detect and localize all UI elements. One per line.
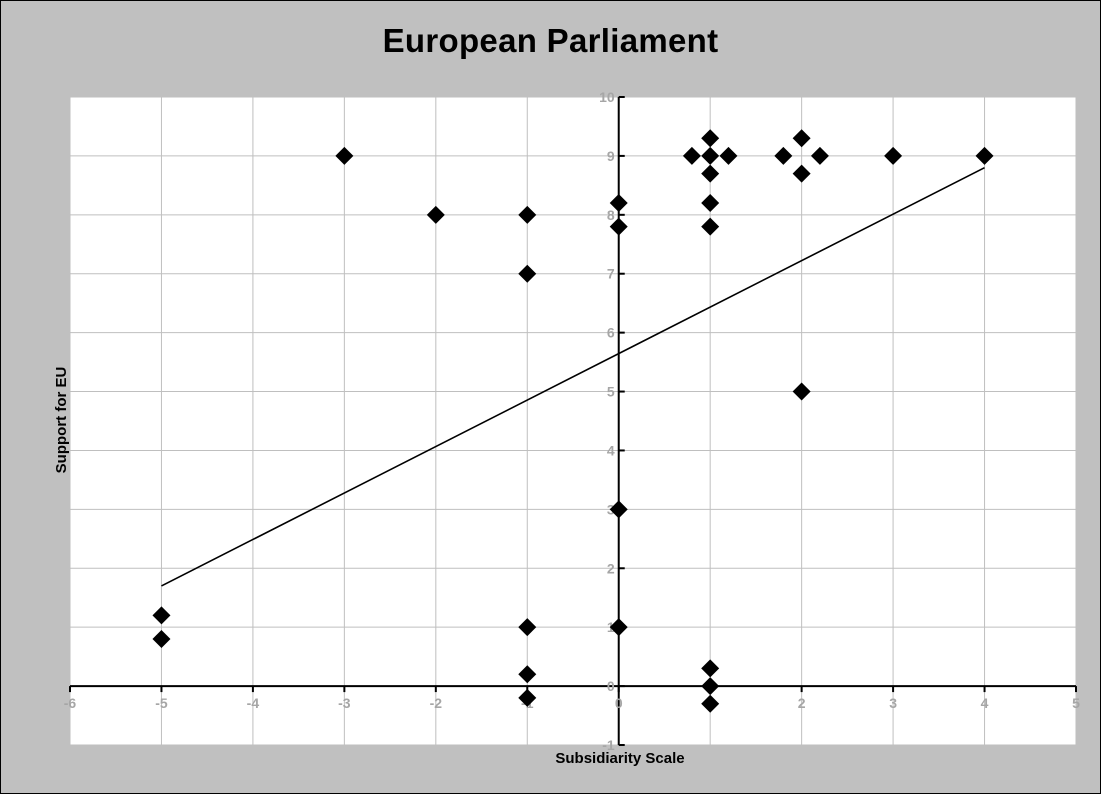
x-tick-label: -6: [64, 695, 77, 711]
x-tick-label: -5: [155, 695, 168, 711]
plot-area: [70, 97, 1076, 745]
y-axis-title: Support for EU: [53, 295, 70, 545]
y-tick-label: 7: [607, 266, 615, 282]
y-tick-label: 2: [607, 560, 615, 576]
x-axis-title: Subsidiarity Scale: [420, 750, 820, 767]
y-tick-label: 5: [607, 384, 615, 400]
x-tick-label: 2: [798, 695, 806, 711]
y-tick-label: 0: [607, 678, 615, 694]
x-tick-label: 3: [889, 695, 897, 711]
x-tick-label: -3: [338, 695, 351, 711]
x-tick-label: 4: [981, 695, 989, 711]
y-tick-label: 9: [607, 148, 615, 164]
y-tick-label: 6: [607, 325, 615, 341]
x-tick-label: -4: [247, 695, 260, 711]
y-tick-label: 10: [599, 89, 615, 105]
y-tick-label: 8: [607, 207, 615, 223]
x-tick-label: 0: [615, 695, 623, 711]
x-tick-label: -2: [430, 695, 443, 711]
y-tick-label: 4: [607, 442, 615, 458]
x-tick-label: 5: [1072, 695, 1080, 711]
